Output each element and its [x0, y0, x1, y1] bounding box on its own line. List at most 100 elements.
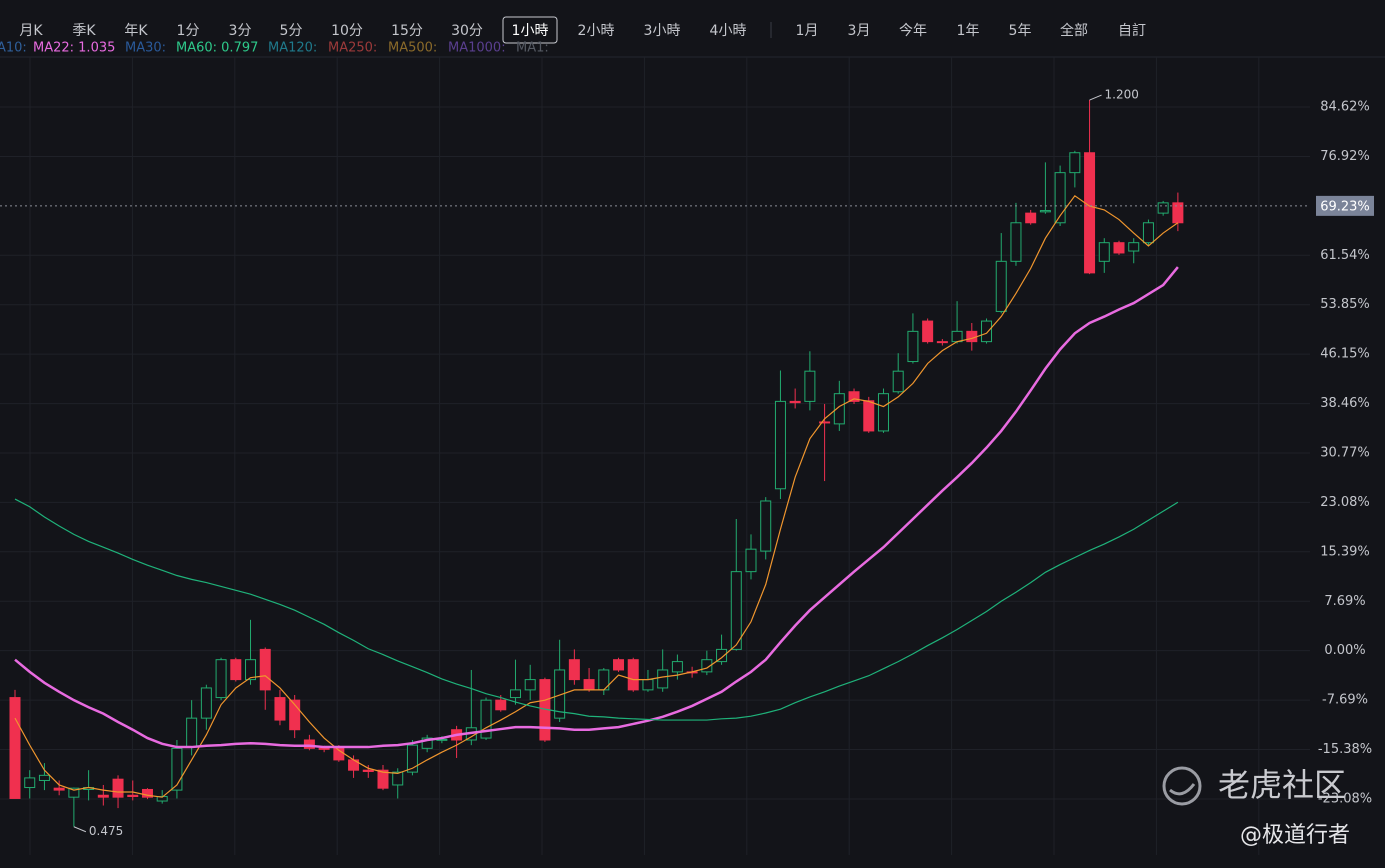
toolbar-button[interactable]: 2小時	[578, 23, 615, 39]
candle-body	[730, 571, 742, 650]
toolbar-button[interactable]: 年K	[124, 23, 148, 39]
y-tick-label: 53.85%	[1320, 297, 1370, 312]
candle-body	[951, 330, 963, 343]
legend-entry: A10:	[0, 41, 27, 56]
candle-body	[877, 393, 889, 432]
candle-body	[1025, 212, 1037, 224]
candle-body	[789, 400, 801, 404]
toolbar-button[interactable]: 1小時	[512, 23, 549, 39]
candle-body	[200, 687, 212, 719]
y-tick-label: 38.46%	[1320, 396, 1370, 411]
toolbar-button[interactable]: 全部	[1060, 22, 1088, 39]
watermark-brand: 老虎社区	[1218, 766, 1346, 804]
legend-entry: MA60: 0.797	[176, 41, 258, 56]
candle-body	[289, 699, 301, 731]
moving-average-line	[14, 498, 1179, 721]
candle-body	[966, 330, 978, 343]
candle-body	[760, 500, 772, 552]
candle-body	[53, 787, 65, 791]
candle-body	[1069, 152, 1081, 174]
candle-body	[936, 341, 948, 344]
candle-body	[804, 370, 816, 402]
candle-body	[318, 747, 330, 750]
candle-body	[97, 794, 109, 798]
toolbar-button[interactable]: 1月	[796, 23, 819, 39]
candle-body	[274, 697, 286, 721]
candle-body	[981, 320, 993, 343]
toolbar-button[interactable]: 30分	[451, 23, 483, 39]
candle-body	[892, 370, 904, 393]
watermark-author: @极道行者	[1240, 823, 1350, 848]
candle-body	[1142, 222, 1154, 244]
candle-body	[819, 421, 831, 424]
toolbar-button[interactable]: 3分	[229, 23, 252, 39]
candle-body	[68, 787, 80, 798]
y-tick-label: 46.15%	[1320, 347, 1370, 362]
candle-body	[215, 659, 227, 699]
y-tick-label: 7.69%	[1324, 594, 1365, 609]
toolbar-button[interactable]: 10分	[331, 23, 363, 39]
candle-body	[392, 771, 404, 786]
toolbar-button[interactable]: 季K	[72, 23, 96, 39]
y-tick-label: 30.77%	[1320, 445, 1370, 460]
moving-average-line	[14, 194, 1179, 798]
annotation-leader	[73, 826, 87, 833]
candle-body	[627, 659, 639, 691]
y-tick-label: 61.54%	[1320, 248, 1370, 263]
candle-body	[922, 320, 934, 343]
y-tick-label: -15.38%	[1318, 742, 1372, 757]
toolbar-button[interactable]: 自訂	[1118, 23, 1146, 39]
toolbar-button[interactable]: 3小時	[644, 23, 681, 39]
y-tick-label: 0.00%	[1324, 643, 1365, 658]
legend-entry: MA1000:	[448, 41, 506, 56]
candle-body	[1157, 202, 1169, 214]
candle-body	[9, 697, 21, 799]
candle-body	[303, 739, 315, 749]
candle-body	[245, 659, 257, 681]
candle-body	[421, 737, 433, 749]
candle-body	[568, 659, 580, 681]
candle-body	[863, 400, 875, 432]
candle-body	[642, 679, 654, 691]
legend-entry: MA500:	[388, 41, 437, 56]
candle-body	[907, 330, 919, 363]
candle-body	[995, 260, 1007, 312]
y-tick-label: 15.39%	[1320, 544, 1370, 559]
current-price-label: 69.23%	[1320, 199, 1370, 214]
candle-body	[1039, 210, 1051, 213]
candle-body	[362, 769, 374, 772]
candle-body	[848, 391, 860, 402]
candle-body	[127, 794, 139, 798]
candle-body	[554, 669, 566, 719]
candle-body	[406, 744, 418, 773]
candle-body	[230, 659, 242, 681]
toolbar-button[interactable]: 3月	[848, 23, 871, 39]
current-price-box	[1316, 195, 1374, 216]
toolbar-button[interactable]: 15分	[391, 23, 423, 39]
candle-body	[671, 661, 683, 673]
candle-body	[716, 648, 728, 663]
annotation-label: 0.475	[89, 824, 123, 838]
watermark-icon	[1162, 766, 1202, 806]
candle-body	[186, 717, 198, 748]
toolbar-button[interactable]: 5年	[1009, 23, 1032, 39]
legend-entry: MA22: 1.035	[33, 41, 115, 56]
toolbar-button[interactable]: 月K	[19, 23, 43, 39]
y-tick-label: 84.62%	[1320, 99, 1370, 114]
candle-body	[480, 699, 492, 739]
candle-body	[24, 777, 36, 789]
moving-average-line	[14, 266, 1179, 749]
candle-body	[1113, 242, 1125, 254]
candle-body	[259, 648, 271, 691]
candle-body	[495, 699, 507, 711]
toolbar-button[interactable]: 1分	[177, 23, 200, 39]
toolbar-button[interactable]: 1年	[957, 23, 980, 39]
toolbar-button[interactable]: 今年	[899, 23, 927, 39]
toolbar-button[interactable]: 5分	[280, 23, 303, 39]
candle-body	[524, 679, 536, 691]
toolbar-button[interactable]: 4小時	[710, 23, 747, 39]
candle-body	[1054, 172, 1066, 224]
legend-entry: MA250:	[328, 41, 377, 56]
candle-body	[377, 769, 389, 789]
